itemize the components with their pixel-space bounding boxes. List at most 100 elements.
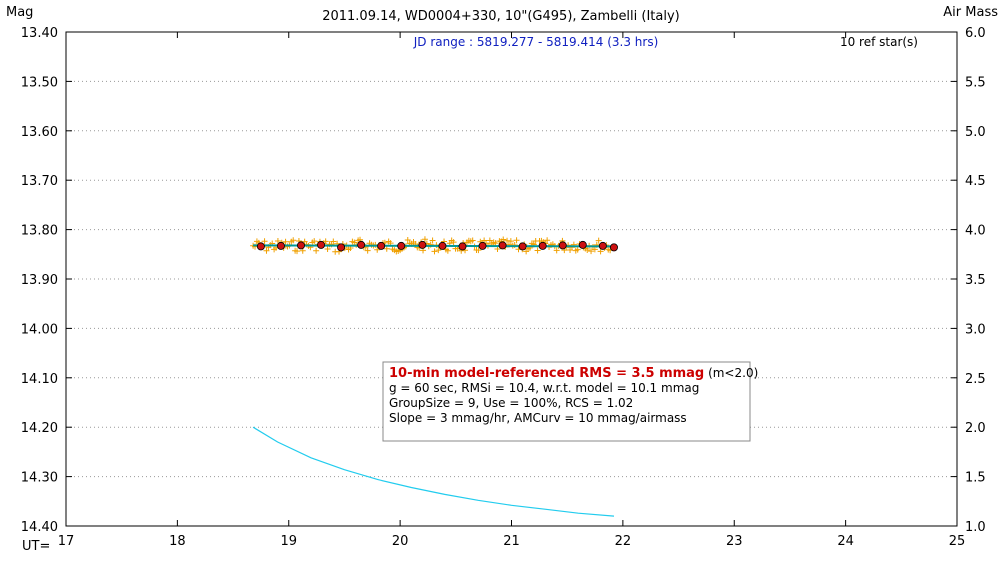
raw-point: [507, 238, 514, 245]
stats-line-1: 10-min model-referenced RMS = 3.5 mmag (…: [389, 366, 758, 381]
x-tick-label: 25: [949, 534, 966, 549]
raw-point: [421, 236, 428, 243]
y-right-tick-label: 5.0: [965, 125, 986, 140]
airmass-curve-group: [252, 426, 615, 517]
group-mean-point: [276, 241, 285, 250]
x-tick-label: 20: [392, 534, 409, 549]
raw-point: [404, 236, 411, 243]
stats-line-4: Slope = 3 mmag/hr, AMCurv = 10 mmag/airm…: [389, 411, 687, 425]
raw-point: [475, 247, 482, 254]
y-right-tick-label: 1.0: [965, 520, 986, 535]
raw-point: [597, 248, 604, 255]
raw-point: [584, 247, 591, 254]
group-mean-point: [337, 243, 346, 252]
stats-box-frame: [382, 361, 751, 442]
stats-rms: 10-min model-referenced RMS = 3.5 mmag: [389, 366, 704, 381]
model-line: [253, 244, 614, 248]
grid: [66, 80, 957, 478]
raw-point: [595, 237, 602, 244]
raw-point: [330, 238, 337, 245]
y-left-tick-label: 13.90: [21, 273, 58, 288]
y-right-tick-label: 2.5: [965, 372, 986, 387]
model-line-group: [253, 244, 614, 248]
raw-point: [324, 245, 331, 252]
raw-point: [364, 247, 371, 254]
x-tick-label: 18: [169, 534, 186, 549]
x-axis-label: UT=: [22, 539, 50, 554]
y-left-tick-label: 14.10: [21, 372, 58, 387]
y-right-tick-label: 3.0: [965, 322, 986, 337]
ref-stars-text: 10 ref star(s): [840, 35, 918, 49]
group-mean-point: [518, 242, 527, 251]
x-tick-label: 22: [615, 534, 632, 549]
jd-range-text: JD range : 5819.277 - 5819.414 (3.3 hrs): [413, 35, 659, 49]
x-tick-label: 19: [280, 534, 297, 549]
group-mean-point: [609, 243, 618, 252]
y-left-tick-label: 14.20: [21, 421, 58, 436]
group-mean-point: [458, 242, 467, 251]
y-right-tick-label: 5.5: [965, 75, 986, 90]
airmass-curve: [252, 426, 615, 517]
y-left-tick-label: 13.80: [21, 224, 58, 239]
raw-point: [263, 247, 270, 254]
y-right-tick-label: 2.0: [965, 421, 986, 436]
raw-point: [591, 246, 598, 253]
raw-point: [534, 247, 541, 254]
y-left-tick-label: 13.40: [21, 26, 58, 41]
x-tick-label: 17: [58, 534, 75, 549]
raw-point: [444, 247, 451, 254]
group-mean-point: [418, 240, 427, 249]
group-mean-point: [397, 241, 406, 250]
raw-point: [469, 237, 476, 244]
raw-point: [290, 237, 297, 244]
stats-line-2: g = 60 sec, RMSi = 10.4, w.r.t. model = …: [389, 381, 699, 395]
group-means: [256, 240, 618, 252]
x-tick-labels: 17 18 19 20 21 22 23 24 25: [58, 534, 966, 549]
y-right-tick-label: 4.0: [965, 224, 986, 239]
x-tick-label: 21: [503, 534, 520, 549]
x-tick-label: 23: [726, 534, 743, 549]
raw-point: [513, 237, 520, 244]
group-mean-point: [598, 241, 607, 250]
raw-point: [429, 237, 436, 244]
y-right-tick-label: 3.5: [965, 273, 986, 288]
group-mean-point: [317, 240, 326, 249]
chart-title: 2011.09.14, WD0004+330, 10"(G495), Zambe…: [322, 9, 680, 24]
raw-point: [574, 246, 581, 253]
raw-point: [431, 248, 438, 255]
raw-point: [311, 238, 318, 245]
y-right-tick-label: 1.5: [965, 471, 986, 486]
right-tick-labels: 6.0 5.5 5.0 4.5 4.0 3.5 3.0 2.5 2.0 1.5 1.0: [965, 26, 986, 535]
raw-point: [374, 246, 381, 253]
raw-point: [383, 245, 390, 252]
y-right-tick-label: 6.0: [965, 26, 986, 41]
left-tick-labels: 13.40 13.50 13.60 13.70 13.80 13.90 14.00 14.10…: [21, 26, 58, 535]
axis-ticks: [65, 31, 958, 527]
raw-point: [486, 237, 493, 244]
left-axis-label: Mag: [6, 5, 33, 20]
raw-point: [274, 237, 281, 244]
raw-point: [450, 239, 457, 246]
y-left-tick-label: 14.00: [21, 322, 58, 337]
stats-box: 10-min model-referenced RMS = 3.5 mmag (…: [382, 361, 758, 442]
raw-point: [322, 238, 329, 245]
raw-point: [435, 247, 442, 254]
stats-rms-condition: (m<2.0): [704, 366, 758, 380]
raw-point: [588, 248, 595, 255]
group-mean-point: [478, 241, 487, 250]
y-left-tick-label: 13.70: [21, 174, 58, 189]
x-tick-label: 24: [837, 534, 854, 549]
group-mean-point: [357, 240, 366, 249]
group-mean-point: [377, 241, 386, 250]
raw-point: [313, 247, 320, 254]
raw-point: [294, 248, 301, 255]
right-axis-label: Air Mass: [943, 5, 998, 20]
y-left-tick-label: 13.60: [21, 125, 58, 140]
raw-point: [261, 238, 268, 245]
group-mean-point: [438, 241, 447, 250]
group-mean-point: [256, 242, 265, 251]
y-left-tick-label: 13.50: [21, 75, 58, 90]
raw-point: [553, 247, 560, 254]
